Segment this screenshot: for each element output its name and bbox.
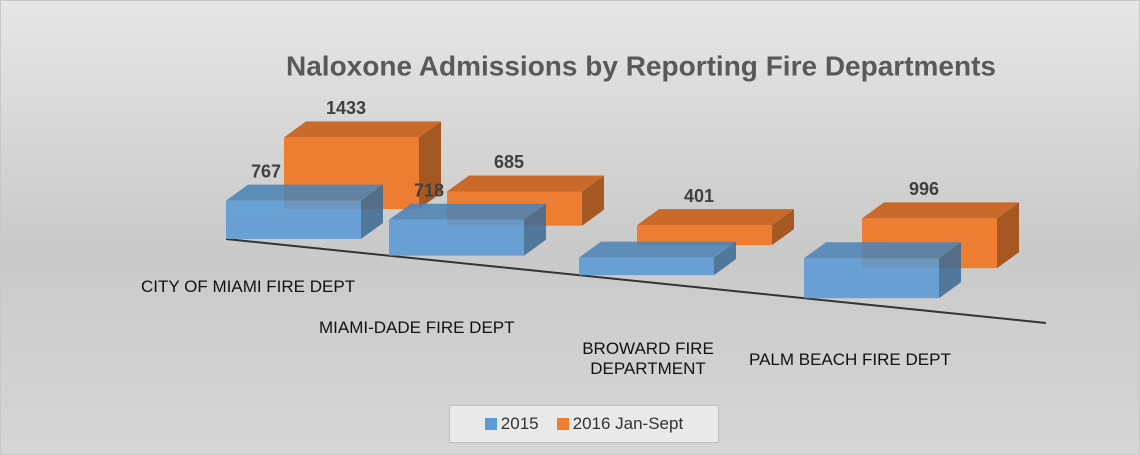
bar-top <box>862 202 1019 219</box>
bar <box>804 242 961 299</box>
data-label: 996 <box>909 179 939 199</box>
legend-label: 2015 <box>500 414 539 433</box>
data-label: 1433 <box>326 98 366 118</box>
bar-top <box>637 209 794 226</box>
bar-side <box>582 175 604 226</box>
bar-front <box>389 219 524 256</box>
legend-swatch <box>556 418 569 430</box>
bar-front <box>637 225 772 246</box>
bar-top <box>579 241 736 258</box>
data-label: 718 <box>414 181 444 201</box>
bar-side <box>524 203 546 256</box>
bar-side <box>772 209 794 246</box>
bar-side <box>997 202 1019 269</box>
bar-side <box>361 184 383 239</box>
floor-line <box>225 238 1047 324</box>
bar-front <box>804 258 939 299</box>
bar <box>389 203 546 256</box>
bar-top <box>284 121 441 138</box>
x-tick-label: CITY OF MIAMI FIRE DEPT <box>141 277 356 296</box>
bar-top <box>226 184 383 201</box>
legend-item: 2015 <box>484 414 539 434</box>
data-label: 401 <box>684 186 714 206</box>
legend-label: 2016 Jan-Sept <box>572 414 684 433</box>
x-tick-label: BROWARD FIRE DEPARTMENT <box>582 339 714 378</box>
data-label: 685 <box>494 152 524 172</box>
data-label: 767 <box>251 161 281 181</box>
x-tick-label: MIAMI-DADE FIRE DEPT <box>319 318 515 337</box>
bar-top <box>389 203 546 220</box>
bar-top <box>804 242 961 259</box>
x-tick-label: PALM BEACH FIRE DEPT <box>749 350 951 369</box>
bar <box>579 241 736 276</box>
bar-top <box>447 175 604 192</box>
bar-front <box>579 257 714 276</box>
bar-side <box>714 241 736 276</box>
bar-side <box>939 242 961 299</box>
legend: 2015 2016 Jan-Sept <box>449 405 719 443</box>
bar-side <box>419 121 441 209</box>
legend-item: 2016 Jan-Sept <box>556 414 684 434</box>
chart-title: Naloxone Admissions by Reporting Fire De… <box>286 50 996 81</box>
bar-front <box>226 200 361 239</box>
legend-swatch <box>484 418 497 430</box>
bar <box>226 184 383 239</box>
bar <box>637 209 794 246</box>
